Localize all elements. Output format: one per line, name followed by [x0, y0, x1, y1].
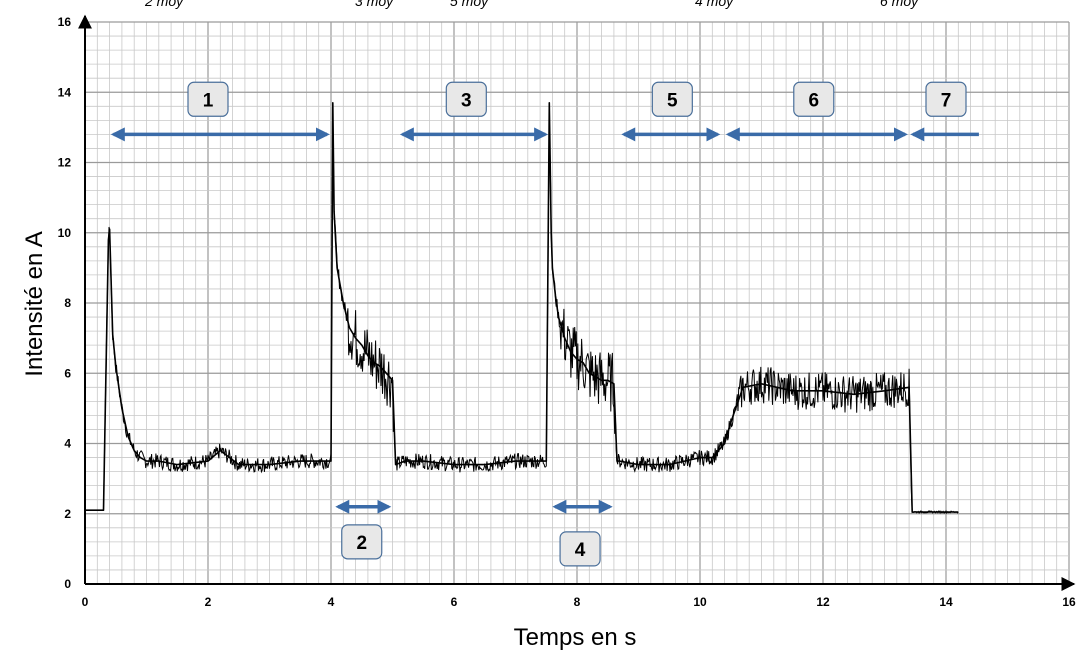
x-axis-title: Temps en s — [514, 624, 637, 651]
annotations: 1 2 3 4 5 6 7 — [110, 81, 979, 567]
phase-annotation-4: 4 — [552, 499, 613, 567]
y-tick-label: 10 — [58, 226, 72, 240]
y-tick-label: 16 — [58, 15, 72, 29]
phase-box-label: 3 — [461, 90, 472, 111]
phase-box — [559, 531, 601, 567]
top-text-1: 2 moy — [144, 0, 184, 9]
y-tick-label: 8 — [64, 296, 71, 310]
top-text-4: 4 moy — [695, 0, 734, 9]
phase-box — [187, 81, 229, 117]
y-tick-label: 6 — [64, 366, 71, 380]
x-tick-label: 16 — [1062, 595, 1076, 609]
grid — [84, 21, 1070, 585]
phase-box-label: 6 — [808, 90, 819, 111]
phase-annotation-2: 2 — [335, 499, 392, 560]
top-text-2: 3 moy — [355, 0, 394, 9]
phase-box — [651, 81, 693, 117]
phase-annotation-3: 3 — [399, 81, 549, 142]
y-tick-label: 0 — [64, 577, 71, 591]
x-tick-label: 0 — [82, 595, 89, 609]
phase-box-label: 5 — [667, 90, 678, 111]
y-axis-title: Intensité en A — [21, 231, 48, 376]
phase-annotation-6: 6 — [725, 81, 908, 142]
y-tick-label: 2 — [64, 507, 71, 521]
series-noise-trace — [85, 102, 959, 515]
phase-box-label: 2 — [356, 533, 367, 554]
phase-box-label: 1 — [203, 90, 214, 111]
x-tick-label: 4 — [328, 595, 335, 609]
phase-box-label: 4 — [575, 540, 586, 561]
series-layer — [85, 102, 959, 515]
phase-box — [793, 81, 835, 117]
top-text-5: 6 moy — [880, 0, 919, 9]
y-tick-label: 4 — [64, 437, 71, 451]
x-tick-label: 8 — [574, 595, 581, 609]
top-text-3: 5 moy — [450, 0, 489, 9]
phase-annotation-5: 5 — [621, 81, 721, 142]
y-tick-label: 14 — [58, 85, 72, 99]
phase-annotation-1: 1 — [110, 81, 330, 142]
x-tick-label: 14 — [939, 595, 953, 609]
axes — [78, 14, 1076, 591]
phase-box — [445, 81, 487, 117]
x-tick-label: 12 — [816, 595, 830, 609]
cropped-top-text: 2 moy 3 moy 5 moy 4 moy 6 moy — [144, 0, 919, 9]
phase-box-label: 7 — [941, 90, 952, 111]
phase-box — [925, 81, 967, 117]
x-tick-label: 2 — [205, 595, 212, 609]
phase-box — [341, 524, 383, 560]
y-tick-label: 12 — [58, 156, 72, 170]
phase-annotation-7: 7 — [910, 81, 979, 142]
x-tick-label: 10 — [693, 595, 707, 609]
x-tick-label: 6 — [451, 595, 458, 609]
